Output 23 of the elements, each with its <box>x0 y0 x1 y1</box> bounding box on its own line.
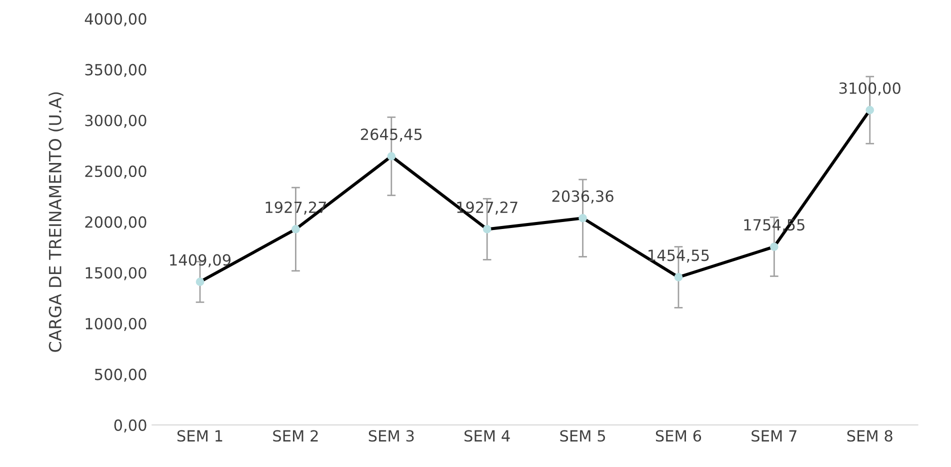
x-tick-label: SEM 6 <box>656 430 702 442</box>
data-label: 2036,36 <box>552 190 614 204</box>
y-tick-label: 2500,00 <box>85 166 146 179</box>
x-tick-label: SEM 1 <box>177 430 222 442</box>
x-tick-label: SEM 2 <box>273 430 318 442</box>
data-label: 2645,45 <box>360 128 422 142</box>
x-tick-label: SEM 3 <box>368 430 414 442</box>
y-tick-label: 500,00 <box>95 368 146 382</box>
x-tick-label: SEM 5 <box>560 430 606 442</box>
y-tick-label: 1500,00 <box>86 267 146 280</box>
y-tick-label: 4000,00 <box>84 13 146 26</box>
data-label: 1409,09 <box>170 254 231 268</box>
data-label: 1454,55 <box>648 250 709 263</box>
x-tick-label: SEM 4 <box>464 430 510 442</box>
x-tick-label: SEM 7 <box>752 430 796 442</box>
y-tick-label: 2000,00 <box>85 216 146 230</box>
x-tick-label: SEM 8 <box>847 430 892 442</box>
y-tick-label: 1000,00 <box>86 318 146 331</box>
y-axis-title: CARGA DE TREINAMENTO (U.A) <box>48 92 64 352</box>
data-label: 3100,00 <box>839 82 900 96</box>
y-tick-label: 3500,00 <box>85 64 146 78</box>
y-tick-label: 0,00 <box>114 419 146 433</box>
y-tick-label: 3000,00 <box>85 114 146 128</box>
